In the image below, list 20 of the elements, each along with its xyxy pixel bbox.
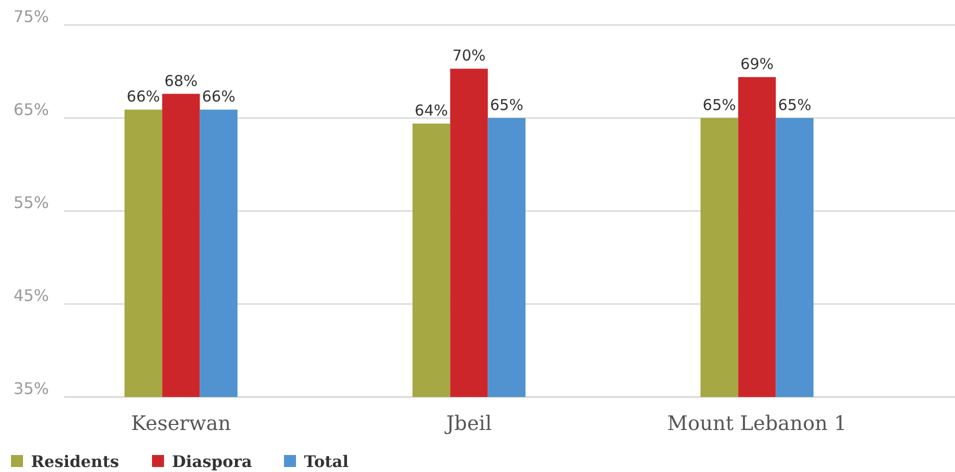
x-tick-label: Jbeil (444, 411, 492, 435)
x-tick-label: Keserwan (131, 411, 232, 435)
legend-label: Total (304, 452, 349, 471)
data-label: 65% (778, 96, 812, 114)
legend-label: Residents (31, 452, 119, 471)
y-tick-label: 65% (13, 100, 49, 119)
data-label: 66% (202, 88, 236, 106)
data-label: 65% (702, 96, 736, 114)
y-tick-label: 75% (13, 7, 49, 26)
data-label: 69% (740, 55, 774, 74)
data-label: 64% (414, 102, 448, 120)
data-label: 70% (452, 46, 486, 65)
y-tick-label: 55% (13, 193, 49, 212)
x-tick-label: Mount Lebanon 1 (667, 411, 847, 435)
data-label: 66% (126, 88, 160, 106)
legend-label: Diaspora (172, 452, 252, 471)
y-tick-label: 35% (13, 379, 49, 398)
data-label: 65% (490, 96, 524, 114)
y-tick-label: 45% (13, 286, 49, 305)
data-label: 68% (164, 72, 198, 90)
